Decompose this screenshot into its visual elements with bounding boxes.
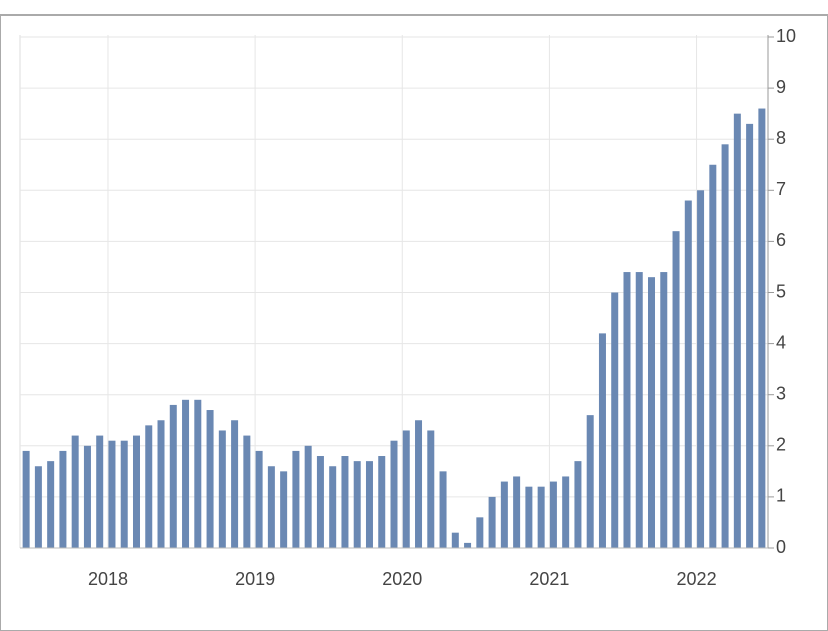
bar [157,420,165,548]
bar [206,410,214,548]
bar [304,445,312,548]
x-tick-label: 2022 [677,569,717,589]
bar [231,420,239,548]
bar [586,415,594,548]
bar [513,476,521,548]
bar [218,430,226,548]
bar [316,456,324,548]
y-tick-label: 7 [776,179,786,199]
bar [169,404,177,548]
y-tick-label: 1 [776,486,786,506]
x-tick-label: 2021 [529,569,569,589]
bar [145,425,153,548]
bar [562,476,570,548]
bar [476,517,484,548]
bar [182,399,190,548]
bar [22,450,30,548]
bar [329,466,337,548]
x-tick-label: 2019 [235,569,275,589]
x-tick-label: 2020 [382,569,422,589]
bar [758,108,766,548]
bar [132,435,140,548]
bar [59,450,67,548]
bar [415,420,423,548]
y-tick-label: 4 [776,332,786,352]
bar [733,113,741,549]
bar [623,272,631,548]
bar [71,435,79,548]
y-tick-label: 3 [776,383,786,403]
bar [488,496,496,548]
y-tick-label: 9 [776,77,786,97]
bar [451,532,459,548]
bar [721,144,729,548]
bar [439,471,447,548]
bar [684,200,692,548]
bar [574,461,582,548]
y-tick-label: 10 [776,26,796,46]
bar [108,440,116,548]
bar [746,123,754,549]
bar [427,430,435,548]
bar [549,481,557,548]
y-tick-label: 8 [776,128,786,148]
bar [672,231,680,548]
bar [611,292,619,548]
bar [47,461,55,548]
y-tick-label: 2 [776,435,786,455]
bar [635,272,643,548]
bar [537,486,545,548]
bar [648,277,656,548]
bar [353,461,361,548]
bar [83,445,91,548]
bar [660,272,668,548]
x-tick-label: 2018 [88,569,128,589]
bar [255,450,263,548]
bar [378,456,386,548]
y-tick-label: 5 [776,281,786,301]
bar [709,164,717,548]
y-tick-label: 6 [776,230,786,250]
y-tick-label: 0 [776,537,786,557]
bar [194,399,202,548]
bar [525,486,533,548]
bar [341,456,349,548]
bar [120,440,128,548]
bar [96,435,104,548]
bar [34,466,42,548]
bar [500,481,508,548]
bar [365,461,373,548]
bar [280,471,288,548]
bar [598,333,606,548]
bar [390,440,398,548]
bar [292,450,300,548]
bar [697,190,705,549]
bar [464,542,472,548]
bar [267,466,275,548]
bar [243,435,251,548]
bar [402,430,410,548]
